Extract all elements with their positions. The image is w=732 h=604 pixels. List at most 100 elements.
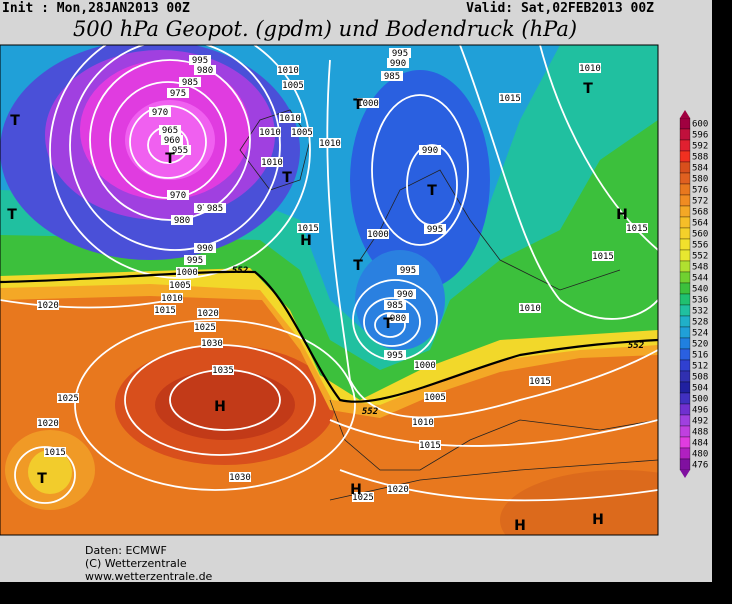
colorbar-tick-label: 572 <box>692 197 708 207</box>
isobar-label-bg <box>204 203 226 213</box>
isobar-label: 1010 <box>519 304 541 314</box>
isobar-label: 1000 <box>357 99 379 109</box>
isobar-label-bg <box>352 492 374 502</box>
isobar-label-bg <box>37 418 59 428</box>
colorbar-tick-label: 544 <box>692 274 708 284</box>
colorbar-swatch <box>679 359 691 372</box>
colorbar-swatch <box>679 326 691 339</box>
isobar-label: 1010 <box>412 418 434 428</box>
isobar-label: 1005 <box>169 281 191 291</box>
colorbar-tick-label: 584 <box>692 164 708 174</box>
isobar-label-bg <box>384 300 406 310</box>
colorbar-swatch <box>679 436 691 449</box>
isobar-label-bg <box>297 223 319 233</box>
isobar-label-bg <box>384 350 406 360</box>
isobar-label-bg <box>592 251 614 261</box>
colorbar-swatch <box>679 194 691 207</box>
colorbar-tick-label: 508 <box>692 373 708 383</box>
isobar-label: 960 <box>164 136 180 146</box>
colorbar-swatch <box>679 447 691 460</box>
isobar-label-bg <box>419 440 441 450</box>
pressure-center: T <box>353 97 363 113</box>
isobar <box>339 469 658 502</box>
isobar <box>0 299 171 309</box>
isobar-label-bg <box>279 113 301 123</box>
colorbar-swatch <box>679 128 691 141</box>
isobar-label-bg <box>412 417 434 427</box>
isobar-label: 1010 <box>261 158 283 168</box>
isobar-label: 1015 <box>529 377 551 387</box>
isobar <box>49 45 311 279</box>
shade-orange-dark <box>500 470 658 535</box>
isobar-label: 970 <box>170 191 186 201</box>
map-area: 9959809859759709659609559709759809859909… <box>0 45 658 535</box>
colorbar-swatch <box>679 458 691 471</box>
isobar-label: 1025 <box>352 493 374 503</box>
colorbar-swatch <box>679 260 691 273</box>
colorbar-tick-label: 556 <box>692 241 708 251</box>
isobar-label: 990 <box>422 146 438 156</box>
isobar-label: 1010 <box>161 294 183 304</box>
pressure-center: T <box>353 258 363 274</box>
colorbar-swatch <box>679 282 691 295</box>
isobar-label-bg <box>291 127 313 137</box>
isobars <box>0 45 658 504</box>
isobar-label-bg <box>282 80 304 90</box>
isobar-label: 1010 <box>319 139 341 149</box>
init-time: Init : Mon,28JAN2013 00Z <box>2 1 190 16</box>
isobar-label: 1020 <box>37 301 59 311</box>
isobar-label-bg <box>176 267 198 277</box>
colorbar-tick-label: 560 <box>692 230 708 240</box>
map-title: 500 hPa Geopot. (gpdm) und Bodendruck (h… <box>73 17 577 41</box>
pressure-center: T <box>383 316 393 332</box>
colorbar-tick-label: 552 <box>692 252 708 262</box>
isobar-label: 1005 <box>282 81 304 91</box>
valid-time: Valid: Sat,02FEB2013 00Z <box>466 1 654 16</box>
isobar-label: 985 <box>387 301 403 311</box>
colorbar-cap-top <box>680 110 690 118</box>
isobar-label-bg <box>161 293 183 303</box>
colorbar-swatch <box>679 315 691 328</box>
isobar <box>69 45 281 251</box>
colorbar-swatch <box>679 304 691 317</box>
colorbar-swatch <box>679 238 691 251</box>
isobar-label: 1030 <box>229 473 251 483</box>
colorbar-swatch <box>679 216 691 229</box>
colorbar-swatch <box>679 205 691 218</box>
isobar-label-bg <box>167 88 189 98</box>
isobar-label: 1025 <box>57 394 79 404</box>
isobar-label: 975 <box>170 89 186 99</box>
colorbar-tick-label: 532 <box>692 307 708 317</box>
isobar-label: 980 <box>197 66 213 76</box>
isobar-label-bg <box>367 229 389 239</box>
isobar-label: 1015 <box>419 441 441 451</box>
pressure-center: H <box>514 518 526 534</box>
isobar-label: 980 <box>174 216 190 226</box>
isobar-label-bg <box>424 392 446 402</box>
isobar-label-bg <box>381 71 403 81</box>
isobar-label: 955 <box>172 146 188 156</box>
pressure-center: T <box>10 113 20 129</box>
colorbar-swatch <box>679 183 691 196</box>
isobar-label-bg <box>171 215 193 225</box>
isobar-label: 1035 <box>212 366 234 376</box>
pressure-center: T <box>282 170 292 186</box>
isobar <box>74 319 356 491</box>
isobar-label-bg <box>394 289 416 299</box>
isobar-label-bg <box>261 157 283 167</box>
colorbar-swatch <box>679 161 691 174</box>
isobar-label: 990 <box>390 59 406 69</box>
isobar-label-bg <box>169 145 191 155</box>
isobar-label-bg <box>194 322 216 332</box>
isobar-label-bg <box>519 303 541 313</box>
isobar-label-bg <box>57 393 79 403</box>
coast-med <box>329 399 658 471</box>
isobar-label-bg <box>419 145 441 155</box>
isobar-label: 1005 <box>424 393 446 403</box>
colorbar-tick-label: 512 <box>692 362 708 372</box>
isobar-label-bg <box>189 55 211 65</box>
colorbar-tick-label: 488 <box>692 428 708 438</box>
pressure-center: H <box>592 512 604 528</box>
colorbar-cap-bottom <box>680 470 690 478</box>
colorbar-swatch <box>679 392 691 405</box>
